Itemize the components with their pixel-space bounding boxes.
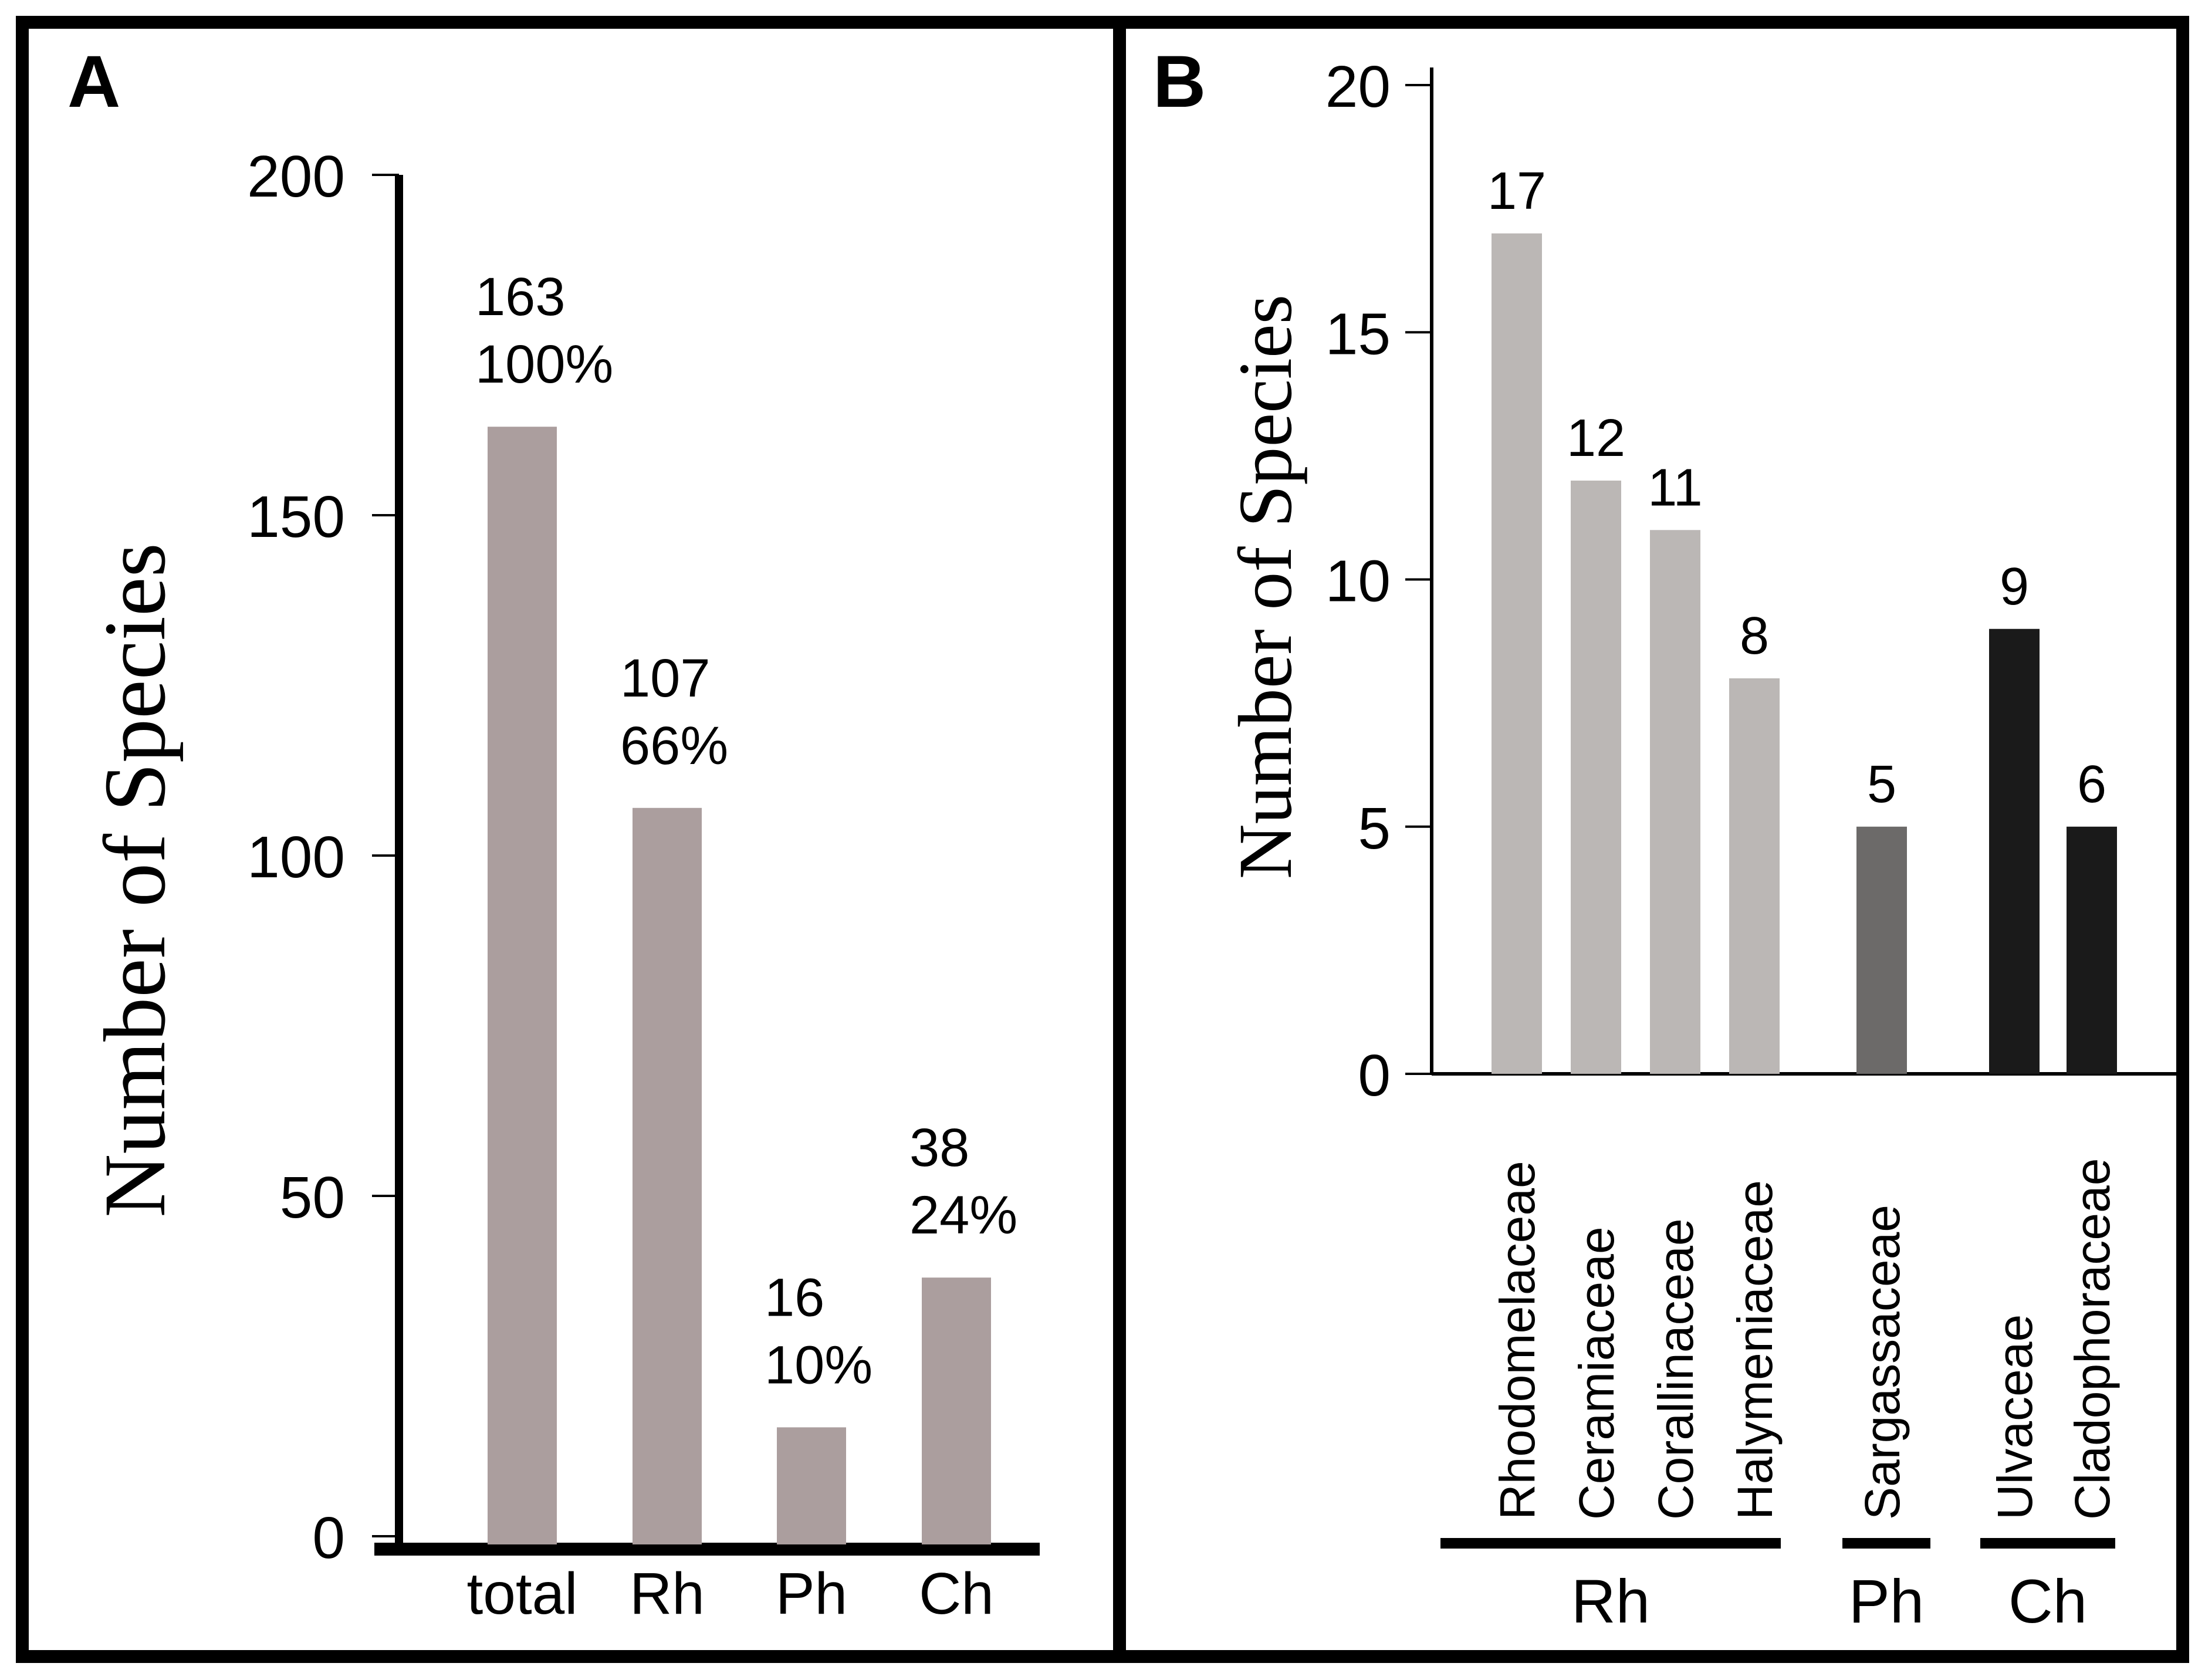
- panel-a-y-tick-label: 150: [247, 484, 345, 550]
- panel-a-count-label: 107: [620, 648, 711, 708]
- panel-b-value-label: 9: [2000, 557, 2029, 616]
- panel-a-y-tick-label: 50: [280, 1165, 345, 1231]
- panel-b-y-axis-title: Number of Species: [1223, 295, 1308, 879]
- panel-a-x-label: Ph: [776, 1561, 847, 1627]
- panel-a-bar-rh: [633, 807, 702, 1544]
- panel-b-value-label: 12: [1567, 409, 1625, 468]
- panel-a-bar-total: [488, 427, 557, 1545]
- panel-b-letter: B: [1153, 41, 1206, 123]
- panel-b-y-tick-label: 10: [1325, 549, 1391, 614]
- panel-b-category-label: Corallinaceae: [1648, 1218, 1703, 1520]
- panel-b-y-tick-label: 20: [1325, 54, 1391, 120]
- panel-b-group-label: Rh: [1571, 1567, 1650, 1636]
- panel-b-y-tick-label: 15: [1325, 301, 1391, 367]
- panel-b-bar-rhodomelaceae: [1492, 233, 1542, 1074]
- panel-a-x-label: total: [466, 1561, 577, 1627]
- panel-a-count-label: 163: [475, 267, 566, 327]
- panel-b-bar-sargassaceae: [1856, 826, 1907, 1074]
- panel-b-category-label: Halymeniaceae: [1727, 1180, 1783, 1520]
- panel-a: A Number of Species 0 50 100 150 200 163 100%…: [16, 16, 1126, 1663]
- panel-a-x-label: Ch: [919, 1561, 994, 1627]
- panel-b-bar-cladophoraceae: [2067, 826, 2117, 1074]
- panel-b-bar-corallinaceae: [1650, 530, 1700, 1074]
- panel-a-bar-ph: [777, 1427, 846, 1544]
- panel-b-value-label: 6: [2077, 755, 2106, 814]
- panel-b-category-label: Cladophoraceae: [2065, 1158, 2120, 1520]
- panel-b-value-label: 17: [1487, 162, 1546, 221]
- panel-b-category-label: Rhodomelaceae: [1490, 1161, 1545, 1520]
- panel-b-bar-ulvaceae: [1989, 628, 2040, 1074]
- panel-a-letter: A: [67, 41, 120, 123]
- panel-b-y-tick-label: 0: [1358, 1043, 1391, 1108]
- panel-b-category-label: Sargassaceae: [1855, 1205, 1910, 1520]
- panel-b-border: [1113, 16, 2189, 1663]
- panel-a-percent-label: 24%: [909, 1185, 1017, 1245]
- panel-b-bar-ceramiaceae: [1571, 481, 1621, 1074]
- panel-a-count-label: 16: [765, 1267, 824, 1327]
- panel-a-y-tick-label: 0: [312, 1505, 345, 1571]
- panel-b-value-label: 5: [1867, 755, 1896, 814]
- panel-a-percent-label: 10%: [765, 1335, 872, 1395]
- panel-a-y-tick-label: 200: [247, 144, 345, 209]
- panel-b-y-tick-label: 5: [1358, 796, 1391, 861]
- panel-b-group-label: Ph: [1849, 1567, 1924, 1636]
- panel-b-category-label: Ceramiaceae: [1569, 1226, 1624, 1520]
- panel-b-value-label: 11: [1648, 458, 1702, 517]
- panel-a-percent-label: 66%: [620, 716, 728, 776]
- panel-a-y-tick-label: 100: [247, 824, 345, 890]
- panel-a-count-label: 38: [909, 1118, 969, 1178]
- panel-a-percent-label: 100%: [475, 334, 613, 394]
- panel-b-category-label: Ulvaceae: [1987, 1314, 2042, 1520]
- panel-b-bar-halymeniaceae: [1729, 678, 1780, 1074]
- panel-a-y-axis-title: Number of Species: [86, 543, 184, 1218]
- panel-b-group-label: Ch: [2008, 1567, 2087, 1636]
- panel-a-x-label: Rh: [630, 1561, 705, 1627]
- panel-a-bar-ch: [922, 1277, 991, 1544]
- panel-b-value-label: 8: [1740, 607, 1769, 665]
